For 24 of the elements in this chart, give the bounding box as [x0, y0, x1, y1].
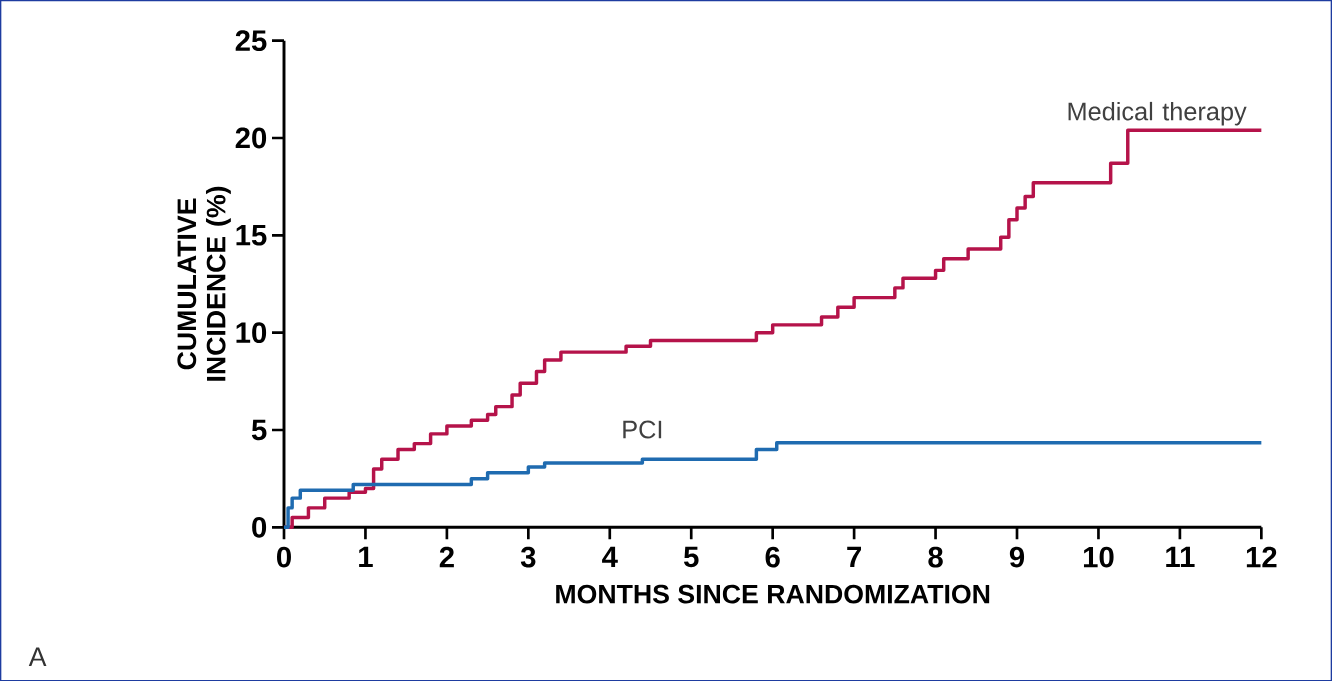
x-tick-label: 12 — [1246, 546, 1277, 568]
x-tick-label: 6 — [765, 546, 780, 568]
y-tick-label: 0 — [252, 516, 267, 538]
x-tick-label: 7 — [847, 546, 861, 567]
series-label: Medical therapy — [1068, 101, 1247, 126]
x-axis-title: MONTHS SINCE RANDOMIZATION — [556, 584, 990, 604]
y-tick-label: 10 — [236, 322, 267, 343]
x-tick-label: 0 — [277, 546, 291, 568]
x-tick-label: 5 — [683, 546, 699, 568]
y-tick-label: 15 — [236, 224, 267, 246]
series-label: PCI — [623, 420, 662, 439]
y-tick-label: 20 — [235, 127, 267, 149]
x-tick-label: 11 — [1166, 546, 1195, 567]
y-axis-title: CUMULATIVE INCIDENCE (%) — [177, 186, 231, 381]
y-tick-label: 25 — [235, 30, 267, 51]
x-tick-label: 4 — [602, 546, 618, 567]
x-tick-label: 1 — [359, 546, 373, 567]
x-tick-label: 2 — [439, 546, 454, 568]
x-tick-label: 3 — [520, 546, 536, 568]
x-tick-label: 9 — [1009, 546, 1025, 568]
x-tick-label: 8 — [928, 546, 943, 568]
x-tick-label: 10 — [1083, 546, 1114, 568]
y-tick-label: 5 — [251, 419, 267, 441]
text: A — [28, 647, 47, 666]
